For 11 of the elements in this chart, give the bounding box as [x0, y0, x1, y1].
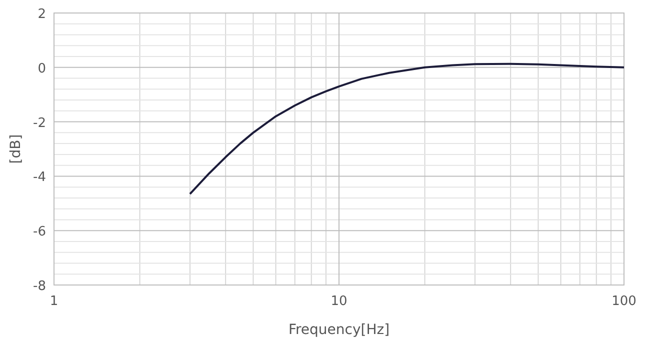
x-tick-label: 100	[612, 294, 636, 309]
x-tick-label: 1	[50, 294, 58, 309]
y-tick-label: -8	[33, 279, 46, 294]
y-tick-label: 0	[38, 61, 46, 76]
y-tick-label: 2	[38, 7, 46, 22]
y-tick-label: -6	[33, 224, 46, 240]
y-axis-title: [dB]	[8, 134, 24, 164]
y-tick-label: -4	[33, 170, 46, 186]
x-axis-title: Frequency[Hz]	[288, 322, 390, 338]
y-tick-label: -2	[33, 116, 46, 131]
x-tick-label: 10	[330, 294, 348, 309]
